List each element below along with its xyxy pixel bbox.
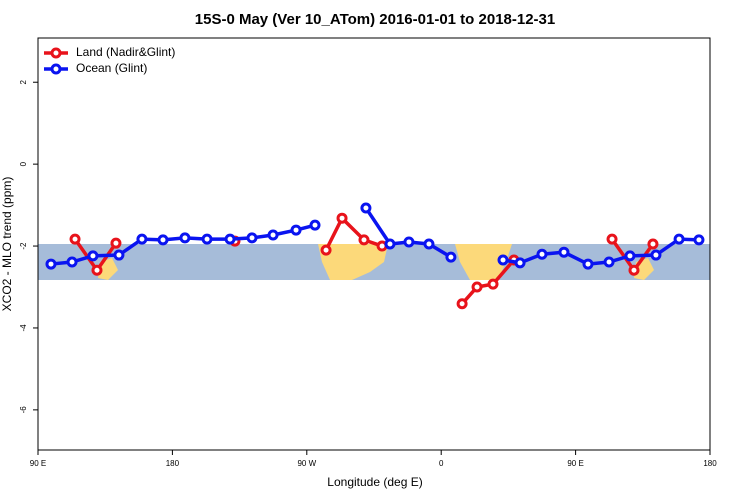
point	[87, 250, 99, 262]
point	[320, 244, 332, 256]
point	[456, 298, 468, 310]
point	[403, 236, 415, 248]
point	[360, 202, 372, 214]
point	[201, 233, 213, 245]
point	[136, 233, 148, 245]
point	[290, 224, 302, 236]
x-tick-label: 90 E	[30, 459, 46, 468]
point	[384, 238, 396, 250]
point	[514, 257, 526, 269]
point	[650, 249, 662, 261]
x-tick-label: 180	[166, 459, 180, 468]
legend-label: Ocean (Glint)	[76, 61, 147, 75]
point	[246, 232, 258, 244]
point	[647, 238, 659, 250]
x-tick-label: 90 E	[567, 459, 583, 468]
legend-label: Land (Nadir&Glint)	[76, 45, 175, 59]
y-tick-label: -4	[19, 324, 28, 332]
point	[157, 234, 169, 246]
x-axis-label: Longitude (deg E)	[327, 475, 422, 489]
point	[423, 238, 435, 250]
point	[471, 281, 483, 293]
point	[66, 256, 78, 268]
point	[336, 212, 348, 224]
point	[113, 249, 125, 261]
y-tick-label: -2	[19, 242, 28, 250]
point	[673, 233, 685, 245]
y-tick-label: 2	[19, 79, 28, 84]
point	[224, 233, 236, 245]
point	[179, 232, 191, 244]
plot-frame	[37, 37, 711, 451]
x-tick-label: 0	[439, 459, 444, 468]
y-tick-label: 0	[19, 161, 28, 166]
point	[624, 250, 636, 262]
land-shape	[318, 244, 388, 280]
land-shape	[455, 244, 512, 280]
point	[309, 219, 321, 231]
point	[487, 278, 499, 290]
legend-marker	[50, 63, 62, 75]
y-axis-label: XCO2 - MLO trend (ppm)	[0, 177, 14, 312]
point	[69, 233, 81, 245]
point	[536, 248, 548, 260]
point	[558, 246, 570, 258]
point	[628, 264, 640, 276]
point	[91, 264, 103, 276]
point	[497, 254, 509, 266]
x-tick-label: 90 W	[297, 459, 316, 468]
point	[606, 233, 618, 245]
point	[445, 251, 457, 263]
y-tick-label: -6	[19, 406, 28, 414]
point	[693, 234, 705, 246]
point	[582, 258, 594, 270]
point	[110, 237, 122, 249]
point	[358, 234, 370, 246]
point	[45, 258, 57, 270]
legend-marker	[50, 47, 62, 59]
x-tick-label: 180	[703, 459, 717, 468]
chart-title: 15S-0 May (Ver 10_ATom) 2016-01-01 to 20…	[195, 11, 555, 28]
point	[603, 256, 615, 268]
point	[267, 229, 279, 241]
